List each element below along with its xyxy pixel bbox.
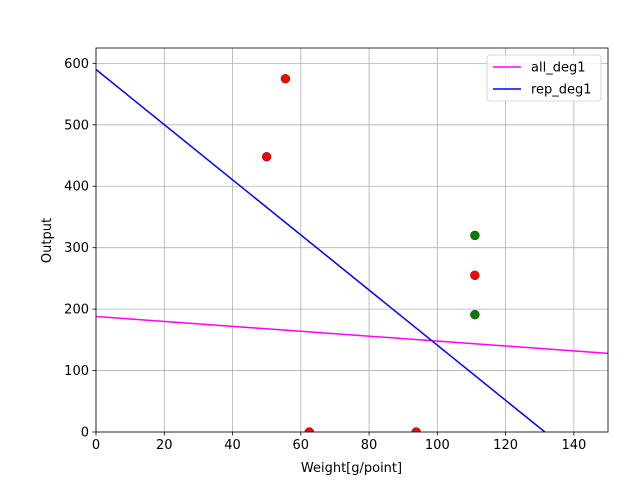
y-tick-label: 100	[64, 364, 89, 379]
data-point-red	[280, 73, 291, 84]
axes-frame	[95, 47, 609, 433]
legend-label-rep_deg1: rep_deg1	[531, 83, 592, 98]
y-tick-label: 600	[64, 57, 89, 72]
y-tick-label: 500	[64, 118, 89, 133]
legend-label-all_deg1: all_deg1	[531, 61, 585, 76]
y-tick-label: 300	[64, 241, 89, 256]
series-line-all_deg1	[96, 315, 608, 355]
y-axis-label: Output	[40, 218, 55, 263]
data-point-red	[411, 427, 421, 432]
x-tick-label: 140	[561, 438, 586, 453]
legend: all_deg1 rep_deg1	[486, 54, 602, 102]
data-point-red	[304, 427, 315, 432]
data-point-red	[261, 151, 272, 162]
series-group	[96, 68, 608, 432]
data-point-green	[470, 309, 480, 320]
x-tick-label: 80	[361, 438, 378, 453]
x-tick-label: 100	[425, 438, 450, 453]
x-tick-label: 0	[92, 438, 100, 453]
axes: 0 20 40 60 80 100 120 140 0 100 200 300 400 500 600	[64, 47, 609, 453]
x-axis-label: Weight[g/point]	[301, 461, 402, 476]
x-tick-label: 20	[156, 438, 173, 453]
x-tick-label: 120	[493, 438, 518, 453]
series-line-rep_deg1	[96, 68, 546, 432]
x-tick-label: 60	[293, 438, 310, 453]
data-point-green	[470, 230, 480, 241]
plot-area	[96, 68, 608, 432]
y-tick-label: 0	[81, 426, 89, 441]
x-tick-label: 40	[224, 438, 241, 453]
y-tick-label: 200	[64, 303, 89, 318]
y-tick-label: 400	[64, 180, 89, 195]
data-point-red	[470, 270, 480, 281]
